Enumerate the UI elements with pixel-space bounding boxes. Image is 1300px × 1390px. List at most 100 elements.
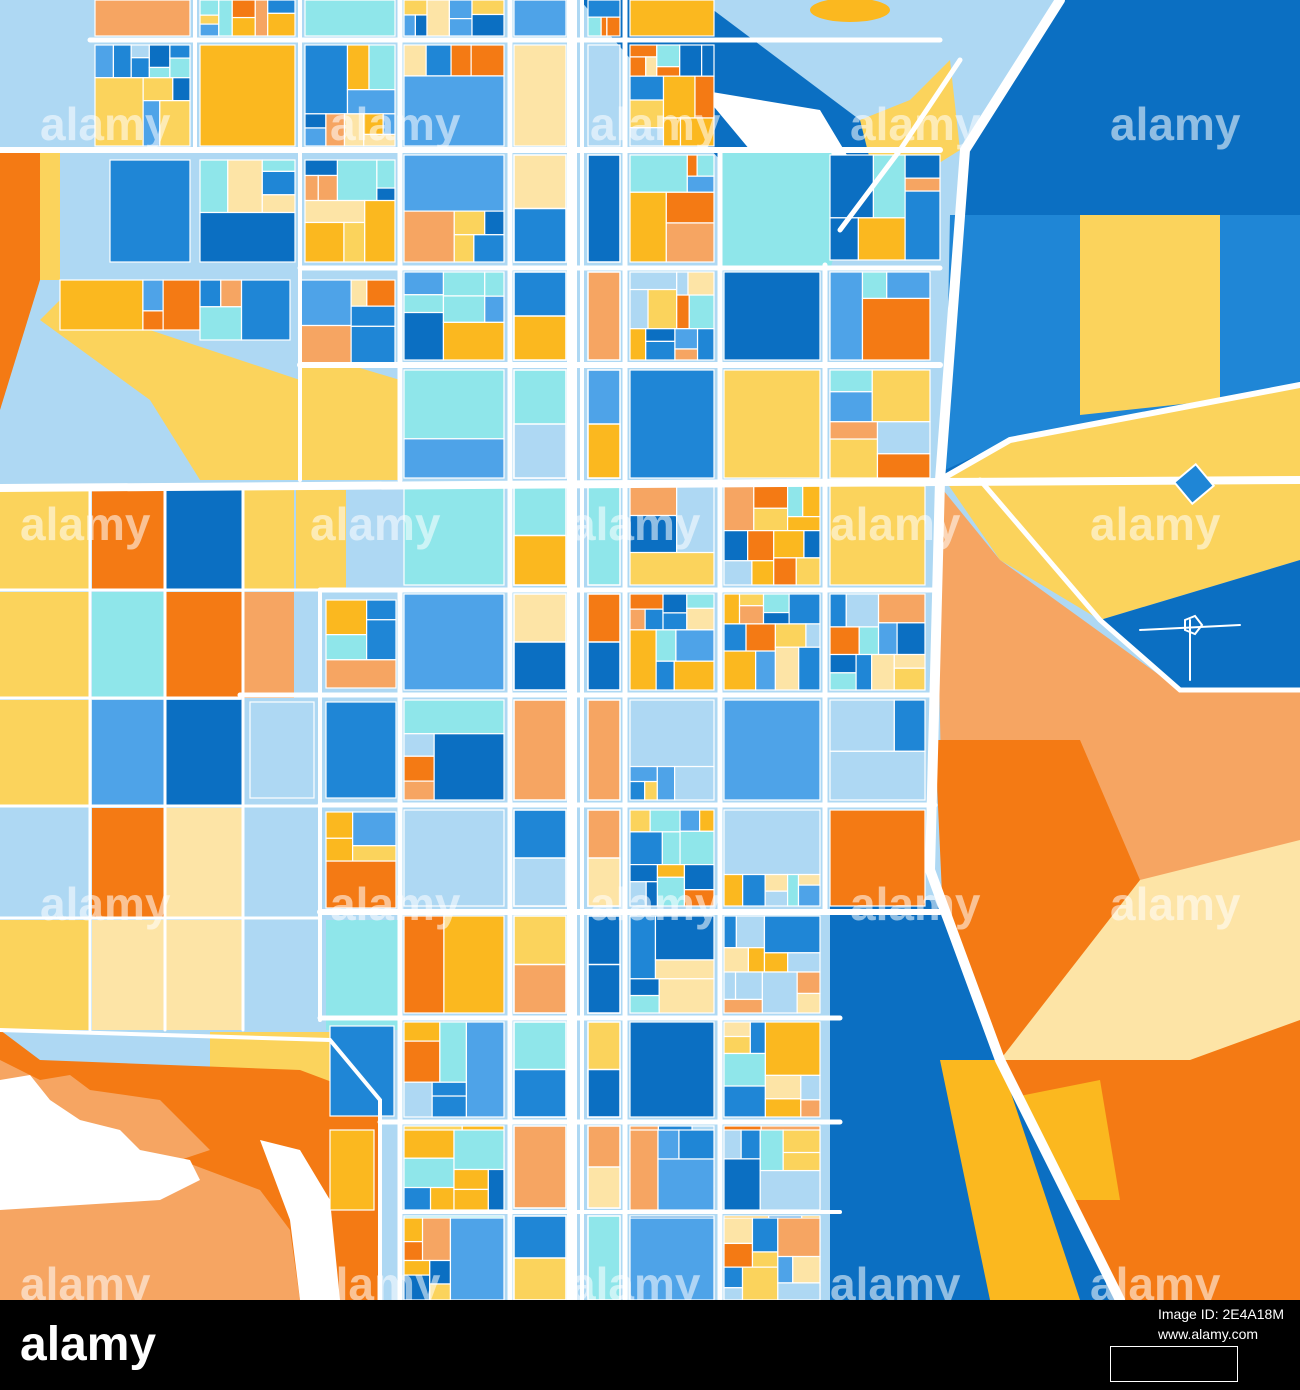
city-block	[109, 159, 191, 263]
city-block	[699, 809, 715, 832]
city-block	[723, 1217, 754, 1245]
city-block	[403, 1217, 424, 1243]
city-block	[403, 699, 505, 735]
watermark-text: alamy	[590, 98, 721, 150]
lake-island	[810, 0, 890, 22]
city-block	[403, 1021, 441, 1042]
city-block	[421, 1217, 452, 1262]
city-block	[661, 831, 681, 866]
city-block	[723, 530, 749, 562]
city-block	[674, 765, 715, 801]
city-block	[734, 971, 763, 1001]
city-block	[629, 288, 649, 330]
city-block	[629, 56, 647, 77]
city-block	[261, 170, 296, 196]
city-block	[723, 1158, 761, 1211]
minor-road	[1139, 624, 1241, 631]
city-block	[471, 13, 505, 37]
city-block	[473, 234, 505, 263]
city-block	[687, 271, 715, 296]
watermark-text: alamy	[1110, 878, 1241, 930]
city-block	[656, 44, 681, 68]
city-block	[325, 701, 397, 799]
city-block	[443, 915, 505, 1014]
city-block	[723, 971, 737, 1001]
footer-bar: alamy Image ID: 2E4A18M www.alamy.com	[0, 1300, 1300, 1390]
field	[326, 920, 398, 1030]
image-id-block: Image ID: 2E4A18M www.alamy.com	[1158, 1304, 1284, 1344]
city-block	[800, 1099, 821, 1118]
city-block	[629, 0, 715, 37]
city-block	[655, 629, 677, 662]
city-block	[352, 845, 397, 862]
city-block	[325, 811, 354, 839]
city-block	[449, 1217, 505, 1300]
city-block	[896, 622, 926, 656]
city-block	[764, 1021, 821, 1076]
brand-logo: alamy	[20, 1318, 157, 1371]
city-block	[587, 641, 621, 691]
city-block	[403, 755, 435, 782]
city-block	[218, 0, 233, 37]
city-block	[798, 646, 821, 691]
city-block	[587, 1068, 621, 1118]
city-block	[403, 438, 505, 479]
city-block	[304, 113, 327, 129]
city-block	[448, 18, 473, 37]
field	[244, 920, 324, 1030]
watermark-text: alamy	[20, 498, 151, 550]
city-block	[513, 44, 567, 147]
watermark-text: alamy	[310, 498, 441, 550]
city-block	[773, 557, 797, 586]
southwest-water	[0, 1075, 200, 1210]
city-block	[148, 66, 171, 79]
city-block	[172, 77, 191, 102]
city-block	[199, 14, 220, 25]
city-block	[782, 1129, 821, 1154]
city-block	[587, 699, 621, 801]
city-block	[629, 831, 663, 866]
city-block	[742, 873, 766, 907]
city-block	[829, 271, 864, 361]
city-block	[304, 127, 327, 147]
city-block	[723, 1287, 744, 1300]
city-block	[484, 271, 505, 297]
city-block	[350, 279, 368, 307]
eastern-highway	[924, 0, 1125, 1300]
city-block	[199, 211, 296, 263]
city-block	[686, 175, 715, 193]
city-block	[429, 1186, 455, 1211]
field	[0, 592, 90, 698]
city-block	[723, 915, 737, 949]
city-block	[777, 1282, 821, 1300]
city-block	[448, 0, 473, 20]
city-block	[676, 271, 689, 296]
field	[244, 592, 294, 698]
city-block	[425, 44, 452, 77]
city-block	[647, 288, 678, 330]
city-block	[304, 44, 349, 115]
city-block	[723, 271, 821, 361]
city-block	[368, 44, 396, 91]
city-block	[227, 159, 263, 214]
city-block	[587, 44, 621, 147]
city-block	[786, 873, 800, 907]
city-block	[764, 1098, 802, 1118]
southeast-road	[977, 477, 1300, 693]
city-block	[829, 485, 926, 586]
city-block	[376, 159, 396, 189]
city-block	[376, 187, 396, 202]
city-block	[59, 279, 144, 331]
city-block	[788, 593, 821, 625]
city-block	[587, 16, 602, 37]
city-block	[751, 1251, 779, 1268]
city-block	[688, 294, 715, 330]
city-block	[199, 44, 296, 147]
city-block	[629, 765, 658, 783]
watermark-text: alamy	[1110, 98, 1241, 150]
city-block	[629, 593, 664, 610]
city-block	[774, 623, 807, 648]
city-block	[723, 485, 755, 532]
city-block	[629, 271, 678, 291]
city-block	[350, 325, 396, 366]
